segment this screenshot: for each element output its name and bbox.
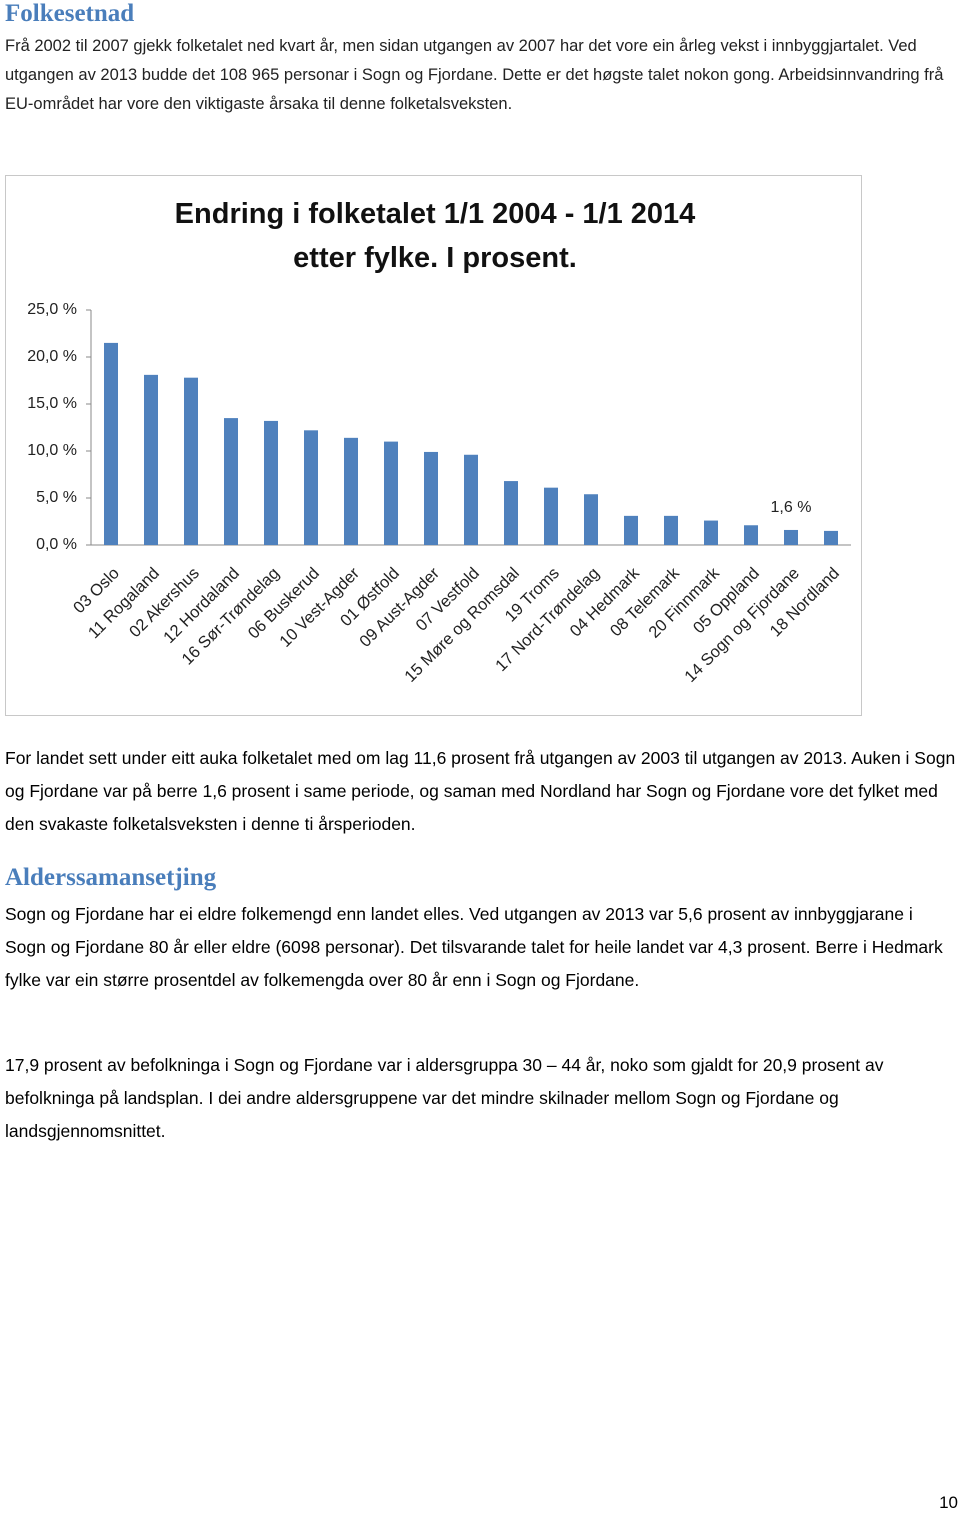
y-tick-label: 15,0 % xyxy=(27,395,77,412)
chart-title: Endring i folketalet 1/1 2004 - 1/1 2014… xyxy=(174,198,696,274)
paragraph: For landet sett under eitt auka folketal… xyxy=(5,748,956,834)
y-tick-label: 25,0 % xyxy=(27,301,77,318)
bar xyxy=(424,451,438,545)
bar xyxy=(264,420,278,545)
bar xyxy=(344,437,358,545)
data-label: 1,6 % xyxy=(771,499,812,516)
bar xyxy=(624,515,638,545)
y-tick-label: 20,0 % xyxy=(27,348,77,365)
page-number: 10 xyxy=(939,1493,958,1512)
bar xyxy=(744,525,758,545)
heading: Folkesetnad xyxy=(5,0,135,27)
bar xyxy=(824,530,838,545)
bar xyxy=(544,487,558,545)
bar xyxy=(304,430,318,545)
bar xyxy=(664,515,678,545)
paragraph: 17,9 prosent av befolkninga i Sogn og Fj… xyxy=(5,1055,884,1141)
paragraph: Frå 2002 til 2007 gjekk folketalet ned k… xyxy=(5,37,944,113)
bar xyxy=(584,494,598,545)
bar xyxy=(224,418,238,545)
bar xyxy=(384,441,398,545)
y-tick-label: 0,0 % xyxy=(36,536,77,553)
chart: 0,0 %5,0 %10,0 %15,0 %20,0 %25,0 %03 Osl… xyxy=(27,301,851,686)
bar xyxy=(184,377,198,545)
bar xyxy=(144,374,158,545)
bar xyxy=(784,529,798,545)
y-tick-label: 10,0 % xyxy=(27,442,77,459)
bar xyxy=(104,342,118,545)
bar xyxy=(504,481,518,545)
bar xyxy=(464,454,478,545)
heading: Alderssamansetjing xyxy=(5,864,217,891)
chart-frame: 0,0 % 5,0 % 10,0 % 15,0 % 20,0 % 25,0 % 03 Osl… xyxy=(5,175,862,716)
y-tick-label: 5,0 % xyxy=(36,489,77,506)
paragraph: Sogn og Fjordane har ei eldre folkemengd… xyxy=(5,904,943,990)
bar xyxy=(704,520,718,545)
